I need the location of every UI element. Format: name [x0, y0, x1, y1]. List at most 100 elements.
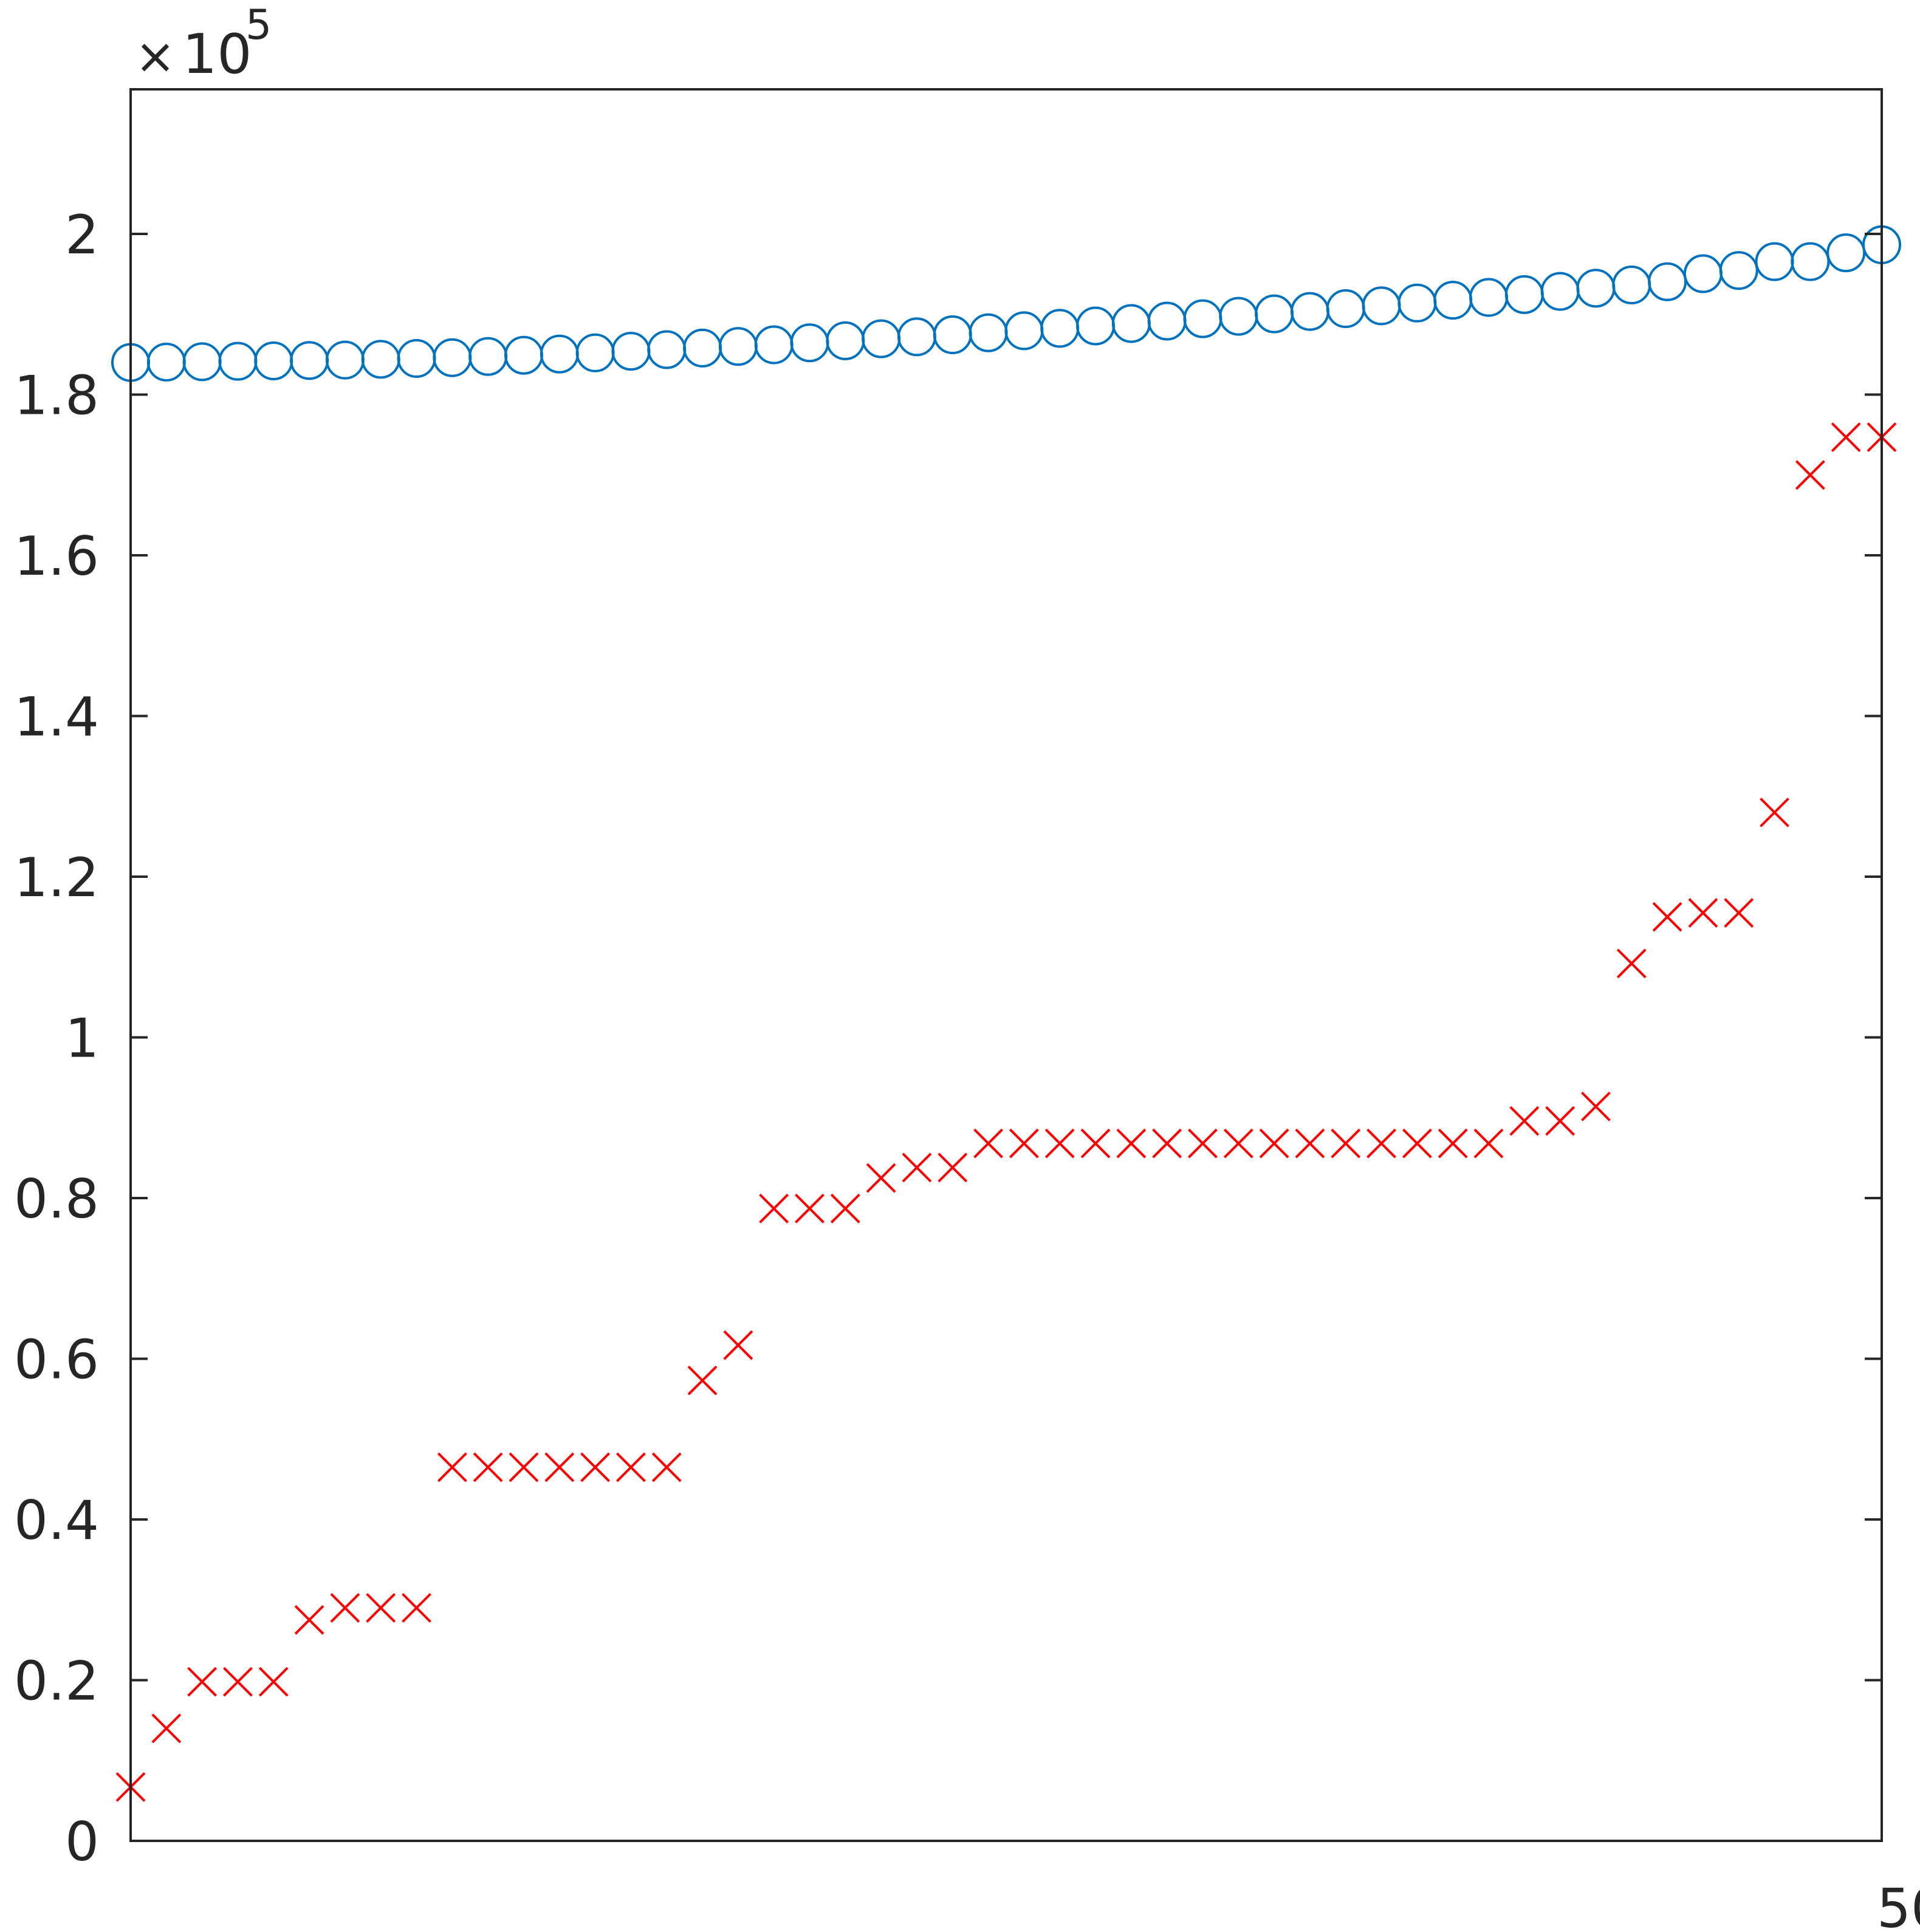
cross-marker — [830, 1193, 860, 1224]
cross-marker — [1545, 1106, 1575, 1136]
cross-marker — [1366, 1128, 1396, 1159]
circle-marker — [1219, 296, 1258, 336]
cross-marker — [759, 1193, 789, 1224]
cross-marker — [1438, 1128, 1468, 1159]
circle-marker — [1326, 289, 1365, 329]
circle-marker — [361, 340, 400, 379]
cross-marker — [1152, 1128, 1182, 1159]
circle-marker — [1076, 306, 1116, 346]
circle-marker — [182, 342, 222, 382]
circle-marker — [325, 340, 365, 380]
cross-marker — [1259, 1128, 1289, 1159]
cross-marker — [938, 1153, 968, 1183]
x-tick-label: 50 — [1877, 1877, 1920, 1932]
circle-marker — [575, 333, 615, 372]
cross-marker — [1581, 1091, 1611, 1122]
cross-marker — [1760, 797, 1789, 827]
circle-marker — [754, 325, 794, 365]
cross-marker — [795, 1193, 825, 1224]
cross-marker — [437, 1452, 467, 1482]
cross-marker — [187, 1667, 218, 1697]
circle-marker — [218, 341, 258, 381]
circle-marker — [1433, 281, 1473, 320]
circle-marker — [1183, 299, 1222, 338]
y-tick-label: 0.8 — [14, 1168, 99, 1230]
cross-marker — [1331, 1128, 1361, 1159]
cross-marker — [1402, 1128, 1432, 1159]
circle-marker — [1791, 242, 1830, 281]
y-tick-label: 0 — [65, 1810, 99, 1873]
circle-marker — [290, 341, 329, 380]
cross-marker — [294, 1605, 324, 1635]
circle-marker — [1004, 311, 1044, 351]
circle-marker — [1040, 309, 1080, 348]
circle-marker — [826, 321, 865, 360]
circle-marker — [1826, 233, 1866, 273]
cross-marker — [1188, 1128, 1218, 1159]
circle-marker — [1147, 301, 1187, 341]
circle-marker — [146, 342, 186, 382]
cross-marker — [1616, 948, 1647, 979]
circle-marker — [433, 338, 472, 377]
y-exponent-power: 5 — [245, 1, 272, 49]
cross-marker — [866, 1163, 896, 1193]
circle-marker — [647, 330, 687, 369]
y-tick-label: 0.4 — [14, 1489, 99, 1552]
circle-marker — [1504, 275, 1544, 314]
cross-series — [115, 422, 1897, 1802]
y-exponent-label: × 10 5 — [135, 1, 272, 86]
y-tick-label: 1 — [65, 1007, 99, 1070]
circle-marker — [540, 334, 579, 374]
y-tick-label: 1.2 — [14, 846, 99, 909]
circle-series — [111, 225, 1901, 382]
circle-marker — [1362, 286, 1401, 326]
circle-marker — [1540, 272, 1580, 311]
cross-marker — [1009, 1128, 1039, 1159]
y-tick-label: 2 — [65, 204, 99, 266]
cross-marker — [223, 1667, 253, 1697]
cross-marker — [1688, 898, 1718, 928]
y-tick-label: 0.2 — [14, 1650, 99, 1713]
circle-marker — [862, 319, 901, 358]
cross-marker — [1116, 1128, 1147, 1159]
cross-marker — [902, 1153, 932, 1183]
cross-marker — [509, 1452, 539, 1482]
circle-marker — [718, 327, 758, 366]
y-tick-label: 1.6 — [14, 525, 99, 587]
circle-marker — [1255, 294, 1294, 334]
cross-marker — [687, 1365, 718, 1396]
y-exponent-base: 10 — [182, 22, 252, 86]
cross-marker — [723, 1330, 753, 1360]
cross-marker — [258, 1667, 289, 1697]
cross-marker — [544, 1452, 575, 1482]
circle-marker — [897, 317, 936, 357]
circle-marker — [468, 337, 508, 376]
cross-marker — [402, 1593, 431, 1623]
circle-marker — [1576, 269, 1616, 308]
y-tick-label: 1.8 — [14, 365, 99, 427]
circle-marker — [790, 323, 829, 363]
cross-marker — [330, 1593, 360, 1623]
cross-marker — [1831, 422, 1861, 453]
cross-marker — [366, 1593, 396, 1623]
cross-marker — [616, 1452, 646, 1482]
cross-marker — [151, 1713, 182, 1744]
cross-marker — [580, 1452, 611, 1482]
cross-marker — [473, 1452, 503, 1482]
circle-marker — [1755, 242, 1794, 281]
plot-area-frame — [129, 88, 1883, 1842]
circle-marker — [254, 341, 293, 380]
cross-marker — [1652, 902, 1682, 932]
cross-marker — [973, 1128, 1004, 1159]
cross-marker — [1724, 898, 1754, 928]
circle-marker — [1648, 262, 1687, 301]
circle-marker — [1397, 283, 1437, 323]
circle-marker — [933, 315, 972, 355]
circle-marker — [1612, 265, 1651, 305]
circle-marker — [1683, 254, 1723, 293]
cross-marker — [1509, 1106, 1540, 1136]
cross-marker — [651, 1452, 682, 1482]
cross-marker — [1080, 1128, 1111, 1159]
circle-marker — [683, 328, 722, 368]
